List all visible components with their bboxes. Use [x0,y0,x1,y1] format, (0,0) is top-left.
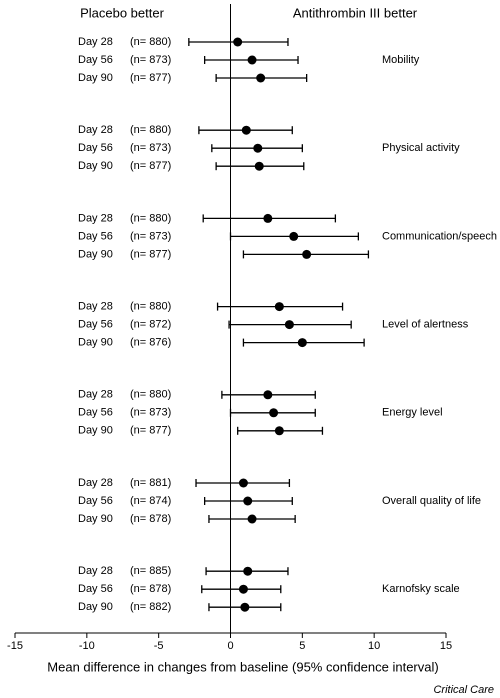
row-n: (n= 877) [130,248,171,260]
x-tick-label: 5 [299,640,305,652]
row-label: Day 56 [78,54,113,66]
row-label: Day 90 [78,248,113,260]
group-label: Level of alertness [382,319,469,331]
row-label: Day 56 [78,319,113,331]
point-estimate [263,390,273,400]
source: Critical Care [433,684,494,696]
row-label: Day 28 [78,565,113,577]
point-estimate [247,514,257,524]
point-estimate [289,231,299,241]
point-estimate [253,143,263,153]
row-label: Day 90 [78,513,113,525]
point-estimate [263,213,273,223]
x-tick-label: 10 [368,640,380,652]
row-n: (n= 885) [130,565,171,577]
point-estimate [241,125,251,135]
row-label: Day 56 [78,142,113,154]
point-estimate [247,55,257,65]
x-tick-label: 15 [440,640,452,652]
row-label: Day 56 [78,583,113,595]
row-label: Day 28 [78,212,113,224]
row-n: (n= 873) [130,54,171,66]
row-n: (n= 880) [130,389,171,401]
row-label: Day 90 [78,601,113,613]
point-estimate [302,249,312,259]
row-n: (n= 882) [130,601,171,613]
x-axis-title: Mean difference in changes from baseline… [47,659,438,674]
row-label: Day 90 [78,337,113,349]
row-n: (n= 876) [130,337,171,349]
row-label: Day 56 [78,230,113,242]
row-n: (n= 873) [130,230,171,242]
row-n: (n= 880) [130,212,171,224]
point-estimate [274,426,284,436]
row-n: (n= 878) [130,583,171,595]
row-n: (n= 878) [130,513,171,525]
point-estimate [256,73,266,83]
row-label: Day 28 [78,389,113,401]
point-estimate [254,161,264,171]
x-tick-label: -10 [79,640,95,652]
x-tick-label: 0 [227,640,233,652]
group-label: Mobility [382,54,420,66]
x-tick-label: -15 [7,640,23,652]
point-estimate [297,338,307,348]
right-label: Antithrombin III better [293,5,418,20]
row-label: Day 28 [78,36,113,48]
row-n: (n= 873) [130,407,171,419]
x-tick-label: -5 [154,640,164,652]
row-label: Day 90 [78,72,113,84]
row-label: Day 56 [78,495,113,507]
row-label: Day 56 [78,407,113,419]
point-estimate [233,37,243,47]
group-label: Physical activity [382,142,460,154]
row-n: (n= 877) [130,72,171,84]
point-estimate [284,320,294,330]
row-n: (n= 880) [130,36,171,48]
row-n: (n= 880) [130,124,171,136]
row-n: (n= 880) [130,301,171,313]
row-n: (n= 873) [130,142,171,154]
point-estimate [243,496,253,506]
row-label: Day 28 [78,124,113,136]
row-label: Day 28 [78,477,113,489]
point-estimate [238,478,248,488]
point-estimate [238,584,248,594]
row-label: Day 28 [78,301,113,313]
row-n: (n= 877) [130,160,171,172]
group-label: Overall quality of life [382,495,481,507]
left-label: Placebo better [80,5,165,20]
row-label: Day 90 [78,160,113,172]
group-label: Karnofsky scale [382,583,460,595]
row-n: (n= 877) [130,425,171,437]
row-label: Day 90 [78,425,113,437]
row-n: (n= 874) [130,495,171,507]
group-label: Communication/speech [382,230,497,242]
row-n: (n= 881) [130,477,171,489]
row-n: (n= 872) [130,319,171,331]
point-estimate [269,408,279,418]
point-estimate [243,566,253,576]
group-label: Energy level [382,407,443,419]
point-estimate [240,602,250,612]
point-estimate [274,302,284,312]
